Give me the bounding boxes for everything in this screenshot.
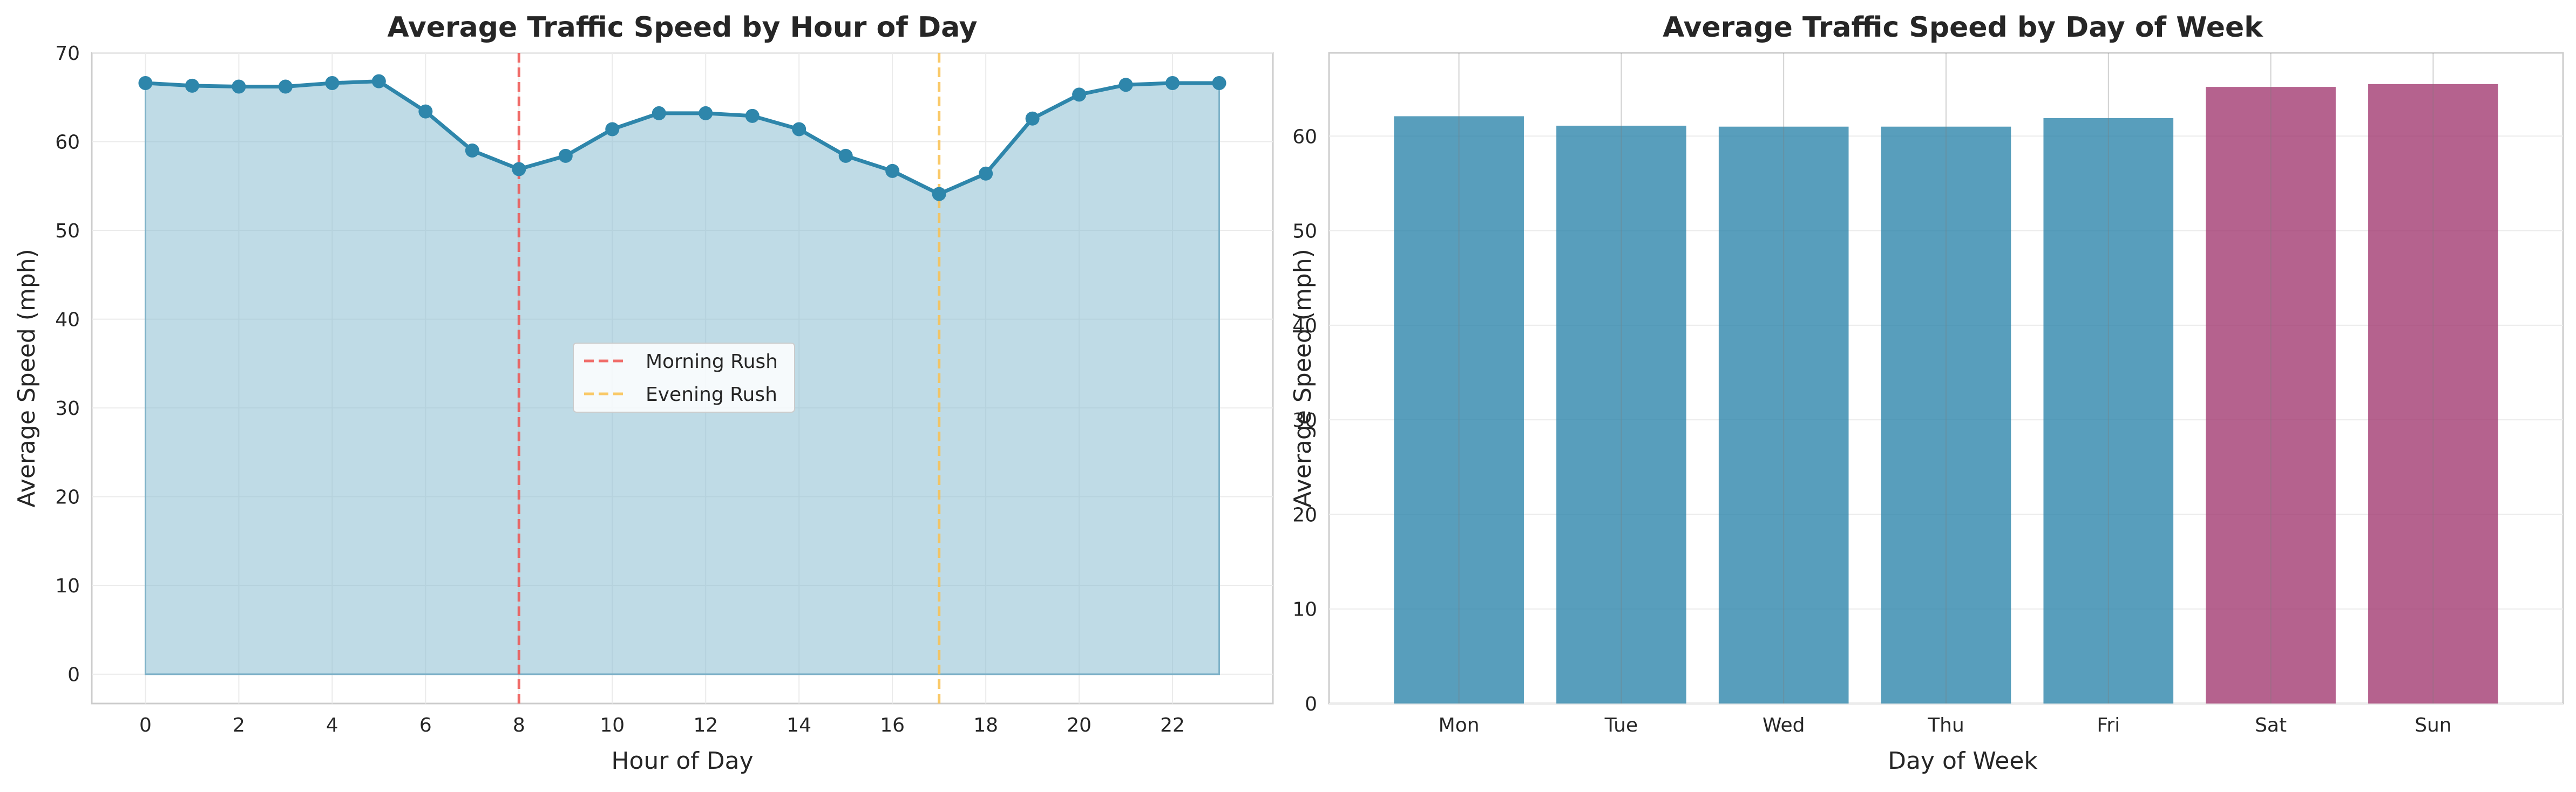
hourly-data-point — [1025, 111, 1040, 126]
hourly-data-point — [418, 104, 433, 119]
weekday-bar-mon — [1394, 116, 1524, 704]
hourly-data-point — [652, 106, 666, 120]
hourly-data-point — [325, 76, 340, 90]
hourly-line — [145, 79, 1219, 196]
hourly-data-point — [138, 76, 153, 90]
hourly-y-tick-label: 50 — [55, 220, 80, 242]
hourly-x-tick-label: 20 — [1067, 714, 1092, 736]
hourly-y-tick-label: 40 — [55, 309, 80, 331]
weekday-x-tick-label: Tue — [1604, 714, 1638, 736]
hourly-data-point — [1165, 76, 1180, 90]
hourly-data-point — [792, 122, 806, 136]
weekday-x-tick-label: Wed — [1762, 714, 1805, 736]
weekday-y-tick-label: 30 — [1292, 409, 1317, 432]
hourly-data-point — [605, 122, 620, 136]
weekday-y-tick-label: 50 — [1292, 221, 1317, 243]
hourly-y-axis-label: Average Speed (mph) — [13, 249, 40, 508]
weekday-y-axis-label: Average Speed (mph) — [1289, 249, 1317, 508]
hourly-y-tick-label: 0 — [67, 664, 80, 686]
weekday-x-tick-label: Sat — [2255, 714, 2287, 736]
hourly-chart-title: Average Traffic Speed by Hour of Day — [387, 11, 977, 44]
weekday-y-tick-label: 60 — [1292, 126, 1317, 148]
hourly-data-point — [699, 106, 713, 120]
weekday-bars — [1394, 84, 2498, 704]
weekday-y-tick-label: 40 — [1292, 315, 1317, 337]
hourly-y-tick-label: 70 — [55, 43, 80, 65]
legend-label-morning-rush: Morning Rush — [646, 351, 778, 373]
weekday-x-axis-label: Day of Week — [1888, 747, 2038, 775]
hourly-data-point — [371, 74, 386, 88]
legend-box — [573, 343, 795, 413]
hourly-data-point — [979, 166, 993, 181]
hourly-data-point — [1212, 76, 1226, 90]
hourly-data-point — [745, 108, 760, 123]
hourly-x-tick-label: 16 — [880, 714, 905, 736]
hourly-rush-lines — [517, 53, 941, 704]
hourly-speed-points — [138, 74, 1226, 201]
weekday-chart: Average Traffic Speed by Day of Week Mon… — [1289, 11, 2564, 775]
hourly-data-point — [232, 79, 246, 94]
hourly-x-tick-labels: 0 2 4 6 8 10 12 14 16 18 20 22 — [139, 714, 1185, 736]
weekday-y-tick-label: 20 — [1292, 504, 1317, 526]
weekday-y-tick-labels: 0 10 20 30 40 50 60 — [1292, 126, 1317, 715]
hourly-y-tick-label: 20 — [55, 487, 80, 509]
hourly-data-point — [185, 78, 199, 93]
weekday-x-tick-labels: Mon Tue Wed Thu Fri Sat Sun — [1439, 714, 2452, 736]
weekday-y-tick-label: 10 — [1292, 599, 1317, 621]
hourly-data-point — [512, 162, 526, 176]
weekday-bar-tue — [1556, 125, 1686, 704]
weekday-bar-sun — [2368, 84, 2498, 704]
hourly-x-tick-label: 12 — [693, 714, 718, 736]
weekday-chart-title: Average Traffic Speed by Day of Week — [1663, 11, 2263, 44]
hourly-y-tick-label: 10 — [55, 575, 80, 597]
hourly-chart: Average Traffic Speed by Hour of Day 0 2 4… — [13, 11, 1274, 775]
hourly-data-point — [1072, 87, 1087, 102]
hourly-x-tick-label: 8 — [513, 714, 525, 736]
hourly-y-tick-labels: 0 10 20 30 40 50 60 70 — [55, 43, 80, 686]
weekday-bar-wed — [1718, 126, 1849, 704]
weekday-bar-sat — [2206, 87, 2336, 704]
hourly-x-tick-label: 6 — [419, 714, 432, 736]
weekday-vertical-gridlines — [1458, 53, 2434, 704]
hourly-x-tick-label: 22 — [1160, 714, 1185, 736]
hourly-data-point — [1118, 78, 1133, 92]
weekday-x-tick-label: Mon — [1439, 714, 1480, 736]
hourly-y-tick-label: 60 — [55, 132, 80, 154]
hourly-x-tick-label: 14 — [787, 714, 811, 736]
hourly-data-point — [932, 187, 946, 201]
weekday-x-tick-label: Thu — [1927, 714, 1964, 736]
hourly-x-tick-label: 0 — [139, 714, 152, 736]
hourly-x-tick-label: 10 — [600, 714, 625, 736]
hourly-data-point — [278, 79, 293, 94]
hourly-y-tick-label: 30 — [55, 398, 80, 420]
hourly-x-tick-label: 4 — [326, 714, 338, 736]
legend-label-evening-rush: Evening Rush — [646, 384, 777, 406]
weekday-bar-thu — [1881, 126, 2011, 704]
hourly-x-axis-label: Hour of Day — [611, 747, 753, 775]
hourly-legend: Morning Rush Evening Rush — [573, 343, 795, 413]
hourly-speed-line — [145, 79, 1219, 196]
hourly-data-point — [838, 148, 853, 163]
weekday-bar-fri — [2043, 118, 2174, 704]
weekday-y-tick-label: 0 — [1305, 693, 1317, 715]
hourly-x-tick-label: 18 — [973, 714, 998, 736]
hourly-data-point — [885, 163, 900, 178]
hourly-data-point — [465, 143, 479, 158]
hourly-x-tick-label: 2 — [233, 714, 245, 736]
hourly-data-point — [558, 148, 573, 163]
weekday-x-tick-label: Sun — [2415, 714, 2451, 736]
weekday-x-tick-label: Fri — [2097, 714, 2120, 736]
